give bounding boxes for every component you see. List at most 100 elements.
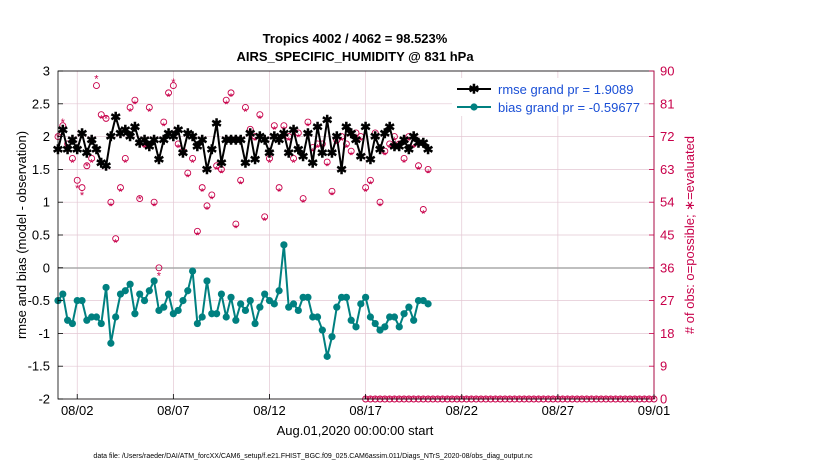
obs-evaluated-point: * xyxy=(152,201,157,213)
bias-point xyxy=(150,277,158,285)
obs-zero-evaluated-point: * xyxy=(464,394,469,406)
chart-title-line2: AIRS_SPECIFIC_HUMIDITY @ 831 hPa xyxy=(236,49,474,64)
obs-evaluated-point: * xyxy=(354,132,359,144)
obs-evaluated-point: * xyxy=(61,117,66,129)
obs-evaluated-point: * xyxy=(412,143,417,155)
rmse-point: ✱ xyxy=(384,119,395,134)
obs-possible-point xyxy=(342,140,350,148)
obs-possible-point xyxy=(246,125,254,133)
obs-possible-point xyxy=(68,155,76,162)
obs-possible-point xyxy=(381,147,389,155)
left-tick-label: 1 xyxy=(43,195,50,210)
obs-zero-evaluated-point: * xyxy=(517,394,522,406)
obs-zero-evaluated-point: * xyxy=(503,394,508,406)
bias-point xyxy=(395,323,403,331)
obs-zero-evaluated-point: * xyxy=(388,394,393,406)
left-tick-label: 0.5 xyxy=(32,228,50,243)
obs-possible-point xyxy=(117,184,124,192)
obs-zero-evaluated-point: * xyxy=(512,394,517,406)
bias-point xyxy=(198,313,206,321)
rmse-point: ✱ xyxy=(120,123,131,138)
obs-zero-evaluated-point: * xyxy=(647,394,652,406)
obs-zero-evaluated-point: * xyxy=(551,394,556,406)
obs-evaluated-point: * xyxy=(200,186,205,198)
obs-possible-point xyxy=(251,133,259,141)
y-axis-label-right: # of obs: o=possible; ∗=evaluated xyxy=(682,136,697,334)
obs-evaluated-point: * xyxy=(344,143,349,155)
bias-point xyxy=(241,306,250,315)
obs-evaluated-point: * xyxy=(210,194,215,206)
bias-point xyxy=(164,290,173,298)
bias-point xyxy=(261,290,269,298)
obs-possible-point xyxy=(112,235,120,243)
right-tick-label: 81 xyxy=(660,96,674,111)
obs-evaluated-point: * xyxy=(133,99,138,111)
rmse-point: ✱ xyxy=(250,152,261,167)
rmse-point: ✱ xyxy=(322,113,333,128)
x-axis-ticks: 08/02 08/07 08/12 08/17 08/22 08/27 09/01 xyxy=(61,394,670,418)
rmse-point: ✱ xyxy=(423,142,434,157)
obs-zero-evaluated-point: * xyxy=(599,394,604,406)
obs-zero-evaluated-point: * xyxy=(363,394,368,406)
bias-point xyxy=(126,280,134,288)
legend-bias-label: bias grand pr = -0.59677 xyxy=(498,100,640,115)
bias-point xyxy=(203,277,211,285)
rmse-point: ✱ xyxy=(418,136,429,151)
obs-possible-point xyxy=(275,184,283,192)
rmse-point: ✱ xyxy=(62,142,73,157)
obs-zero-evaluated-point: * xyxy=(445,394,450,406)
right-tick-label: 45 xyxy=(660,228,674,243)
obs-zero-evaluated-point: * xyxy=(392,394,397,406)
obs-zero-evaluated-point: * xyxy=(604,394,609,406)
rmse-point: ✱ xyxy=(158,132,169,147)
x-tick-label: 09/01 xyxy=(638,403,671,418)
obs-possible-point xyxy=(150,198,158,206)
obs-possible-point xyxy=(160,118,168,126)
x-axis-label: Aug.01,2020 00:00:00 start xyxy=(277,423,434,438)
obs-evaluated-point: * xyxy=(426,168,431,180)
obs-zero-evaluated-point: * xyxy=(469,394,474,406)
obs-zero-evaluated-point: * xyxy=(613,394,618,406)
obs-zero-evaluated-point: * xyxy=(431,394,436,406)
series-lines: ✱✱✱✱✱✱✱✱✱✱✱✱✱✱✱✱✱✱✱✱✱✱✱✱✱✱✱✱✱✱✱✱✱✱✱✱✱✱✱✱… xyxy=(53,109,434,360)
obs-evaluated-point: * xyxy=(186,172,191,184)
obs-evaluated-point: * xyxy=(272,125,277,137)
rmse-point: ✱ xyxy=(360,119,371,134)
left-tick-label: -0.5 xyxy=(28,293,50,308)
left-axis-ticks: -2 -1.5 -1 -0.5 0 0.5 1 1.5 2 2.5 3 xyxy=(28,64,63,407)
bias-point xyxy=(188,267,197,275)
bias-point xyxy=(179,297,187,305)
rmse-point: ✱ xyxy=(293,142,304,157)
rmse-point: ✱ xyxy=(168,129,179,144)
obs-evaluated-point: * xyxy=(315,143,320,155)
bias-point xyxy=(59,290,67,298)
obs-evaluated-point: * xyxy=(291,157,296,169)
obs-possible-point xyxy=(78,184,86,192)
rmse-point: ✱ xyxy=(202,162,213,177)
obs-possible-point xyxy=(352,129,360,137)
obs-evaluated-point: * xyxy=(205,205,210,217)
obs-zero-evaluated-point: * xyxy=(488,394,493,406)
obs-possible-point xyxy=(232,220,240,228)
left-tick-label: 2.5 xyxy=(32,96,50,111)
obs-evaluated-point: * xyxy=(407,135,412,147)
obs-possible-point xyxy=(256,111,264,119)
rmse-point: ✱ xyxy=(57,123,68,138)
rmse-point: ✱ xyxy=(197,132,208,147)
obs-evaluated-point: * xyxy=(157,270,162,282)
obs-possible-point xyxy=(169,82,177,90)
obs-possible-point xyxy=(222,96,230,104)
left-tick-label: 3 xyxy=(43,64,50,79)
obs-possible-point xyxy=(93,82,100,90)
right-tick-label: 90 xyxy=(660,64,674,79)
bias-point xyxy=(184,287,192,295)
obs-evaluated-point: * xyxy=(142,143,147,155)
rmse-point: ✱ xyxy=(298,149,309,164)
obs-zero-evaluated-point: * xyxy=(484,394,489,406)
obs-possible-point xyxy=(189,155,197,162)
left-tick-label: -1 xyxy=(38,326,50,341)
bias-point xyxy=(222,313,230,321)
obs-zero-evaluated-point: * xyxy=(383,394,388,406)
legend-bias-marker xyxy=(470,103,478,111)
obs-possible-point xyxy=(290,155,297,162)
